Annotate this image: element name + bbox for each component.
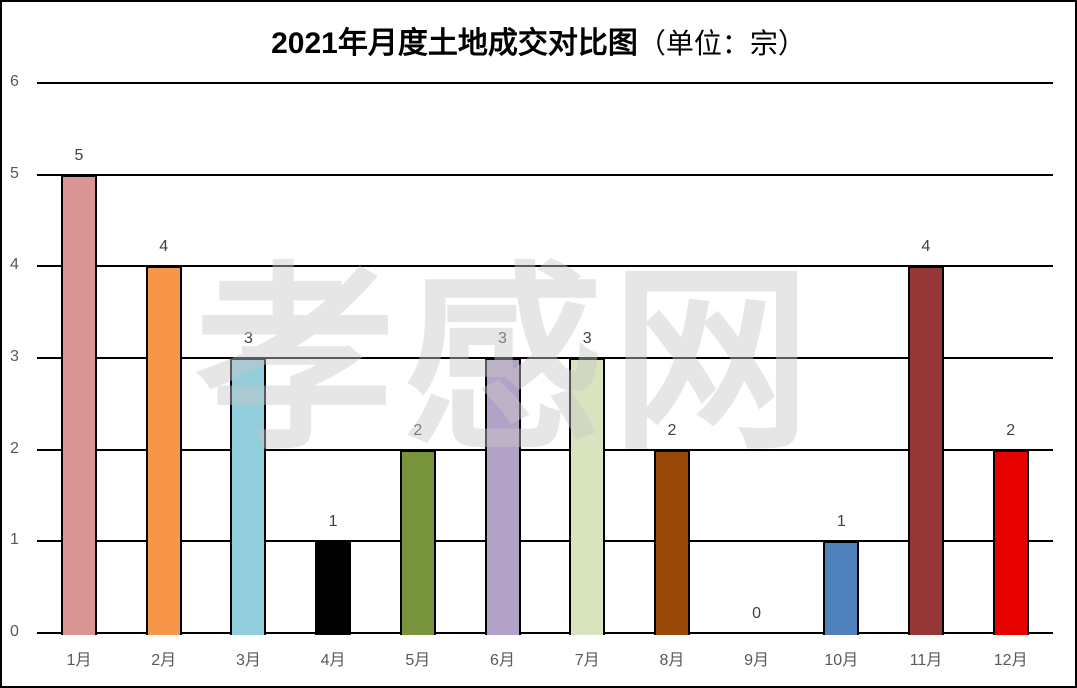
x-tick-label: 1月	[66, 652, 92, 669]
y-tick-label: 2	[10, 439, 19, 457]
gridline-1	[37, 540, 1053, 543]
gridline-0	[37, 632, 1053, 634]
bar-2月	[145, 266, 182, 635]
data-label: 2	[1006, 421, 1016, 439]
gridline-5	[37, 173, 1053, 176]
chart-title: 2021年月度土地成交对比图（单位：宗）	[0, 18, 1077, 62]
y-tick-label: 6	[10, 73, 19, 90]
gridline-3	[37, 357, 1053, 359]
data-label: 1	[836, 513, 846, 531]
bar-12月	[992, 449, 1029, 635]
bar-11月	[908, 266, 944, 635]
chart-title-unit: （单位：宗）	[637, 28, 806, 59]
data-label: 4	[159, 238, 169, 256]
data-label: 2	[667, 421, 677, 439]
y-tick-label: 4	[10, 256, 19, 274]
gridline-2	[37, 448, 1053, 451]
gridline-4	[37, 265, 1053, 268]
y-tick-label: 1	[10, 531, 19, 549]
x-tick-label: 3月	[235, 652, 261, 669]
data-label: 1	[328, 513, 338, 531]
x-tick-label: 6月	[490, 652, 515, 669]
bar-5月	[399, 449, 436, 635]
bar-8月	[653, 449, 690, 635]
x-tick-label: 8月	[659, 652, 685, 669]
bar-10月	[823, 541, 860, 635]
data-label: 3	[582, 330, 592, 347]
data-label: 5	[74, 146, 84, 164]
data-label: 2	[413, 421, 423, 439]
chart-title-main: 2021年月度土地成交对比图	[271, 27, 638, 60]
x-tick-label: 9月	[744, 652, 770, 669]
gridline-6	[37, 82, 1053, 84]
bar-3月	[230, 358, 267, 635]
x-tick-label: 10月	[824, 652, 859, 669]
data-label: 0	[752, 605, 762, 622]
y-tick-label: 0	[10, 623, 19, 640]
data-label: 3	[498, 330, 507, 347]
bar-1月	[61, 174, 97, 635]
data-label: 3	[243, 330, 253, 347]
x-tick-label: 11月	[909, 652, 943, 669]
x-tick-label: 5月	[405, 652, 431, 669]
bar-4月	[315, 541, 352, 635]
y-tick-label: 3	[10, 348, 19, 365]
x-tick-label: 12月	[993, 652, 1028, 669]
bar-6月	[484, 358, 521, 635]
y-tick-label: 5	[10, 164, 19, 182]
data-label: 4	[921, 238, 931, 256]
x-tick-label: 4月	[320, 652, 346, 669]
x-tick-label: 7月	[574, 652, 600, 669]
x-tick-label: 2月	[151, 652, 177, 669]
bar-7月	[569, 358, 606, 635]
